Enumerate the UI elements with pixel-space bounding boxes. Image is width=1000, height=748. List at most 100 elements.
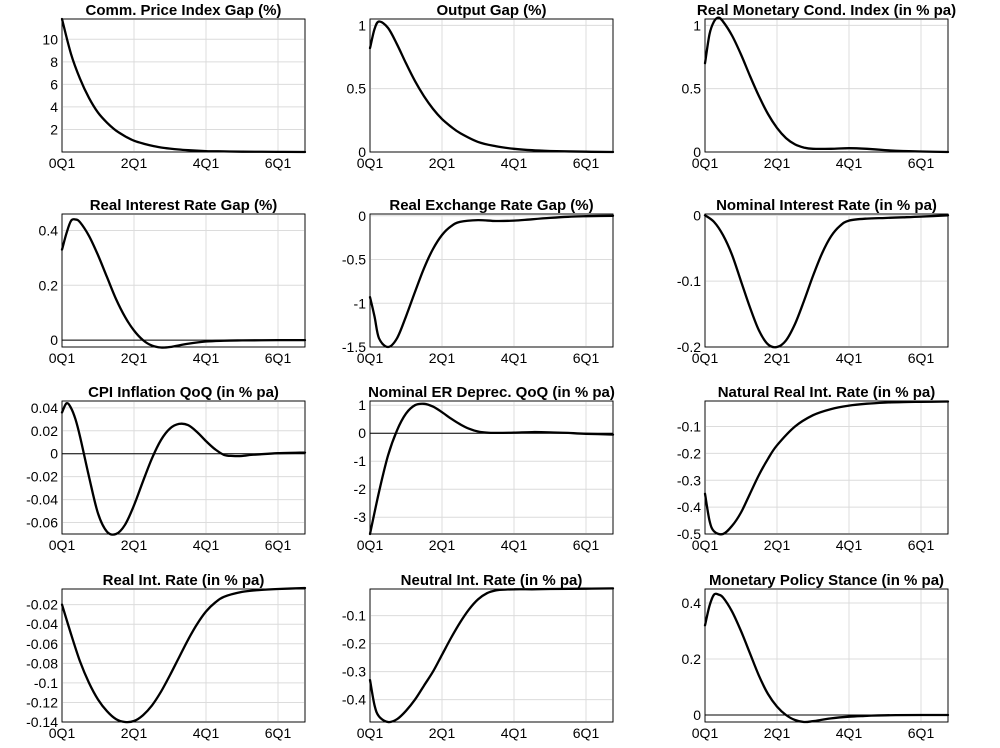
x-tick-label: 6Q1 xyxy=(265,155,292,171)
x-tick-label: 2Q1 xyxy=(121,725,148,741)
y-tick-label: 0.4 xyxy=(39,222,59,238)
y-tick-label: -0.4 xyxy=(342,692,366,708)
x-tick-label: 4Q1 xyxy=(501,155,528,171)
x-tick-label: 6Q1 xyxy=(265,725,292,741)
chart-panel: 0Q1 2Q1 4Q1 6Q1 -0.06 -0.04 -0.02 0 0.02 0.04 CPI … xyxy=(26,384,307,553)
y-tick-label: -0.12 xyxy=(26,694,58,710)
plot-frame xyxy=(369,213,614,348)
x-tick-label: 4Q1 xyxy=(193,155,220,171)
plot-area xyxy=(704,18,949,153)
series-line xyxy=(368,402,615,536)
plot-area xyxy=(369,213,614,348)
series-line xyxy=(60,402,307,536)
y-tick-label: 0 xyxy=(693,707,701,723)
y-tick-label: 6 xyxy=(50,76,58,92)
panel-title: Nominal Interest Rate (in % pa) xyxy=(716,197,937,214)
x-tick-label: 2Q1 xyxy=(764,537,791,553)
x-tick-label: 0Q1 xyxy=(357,537,384,553)
chart-panel: 0Q1 2Q1 4Q1 6Q1 -0.4 -0.3 -0.2 -0.1 Neutral Int.… xyxy=(342,572,615,741)
y-tick-label: 0.5 xyxy=(347,81,367,97)
y-tick-label: 0 xyxy=(50,446,58,462)
series-line xyxy=(368,587,615,724)
plot-area xyxy=(704,400,949,535)
x-tick-label: 6Q1 xyxy=(573,725,600,741)
panel-title: Natural Real Int. Rate (in % pa) xyxy=(718,384,936,401)
x-tick-label: 0Q1 xyxy=(357,350,384,366)
y-tick-label: -0.3 xyxy=(677,472,701,488)
x-tick-label: 6Q1 xyxy=(908,155,935,171)
y-tick-label: -0.1 xyxy=(677,273,701,289)
plot-frame xyxy=(704,213,949,348)
series-line xyxy=(60,17,307,154)
y-tick-label: 1 xyxy=(358,397,366,413)
series-line xyxy=(703,592,950,724)
panel-title: Neutral Int. Rate (in % pa) xyxy=(401,572,583,589)
x-tick-label: 4Q1 xyxy=(501,350,528,366)
y-tick-label: 0.04 xyxy=(31,400,58,416)
plot-frame xyxy=(61,213,306,348)
x-tick-label: 2Q1 xyxy=(429,725,456,741)
y-tick-label: -0.1 xyxy=(677,419,701,435)
x-tick-label: 6Q1 xyxy=(908,537,935,553)
x-tick-label: 2Q1 xyxy=(429,350,456,366)
chart-panel: 0Q1 2Q1 4Q1 6Q1 2 4 6 8 10 Comm. Price Index Gap … xyxy=(42,2,307,171)
chart-panel: 0Q1 2Q1 4Q1 6Q1 -0.2 -0.1 0 Nominal Interest Ra… xyxy=(677,197,950,366)
x-tick-label: 4Q1 xyxy=(836,350,863,366)
x-tick-label: 6Q1 xyxy=(265,350,292,366)
x-tick-label: 6Q1 xyxy=(265,537,292,553)
y-tick-label: -0.06 xyxy=(26,636,58,652)
x-tick-label: 4Q1 xyxy=(501,725,528,741)
panel-title: Monetary Policy Stance (in % pa) xyxy=(709,572,944,589)
chart-panel: 0Q1 2Q1 4Q1 6Q1 -0.14 -0.12 -0.1 -0.08 -0.06 -0.0… xyxy=(26,572,307,741)
y-tick-label: -1 xyxy=(354,295,367,311)
chart-panel: 0Q1 2Q1 4Q1 6Q1 0 0.2 0.4 Monetary Policy Stanc… xyxy=(682,572,950,741)
panel-title: Real Exchange Rate Gap (%) xyxy=(389,197,593,214)
chart-panel: 0Q1 2Q1 4Q1 6Q1 0 0.2 0.4 Real Interest Rate Ga… xyxy=(39,197,307,366)
x-tick-label: 4Q1 xyxy=(193,537,220,553)
x-tick-label: 4Q1 xyxy=(501,537,528,553)
panel-title: Comm. Price Index Gap (%) xyxy=(86,2,282,19)
y-tick-label: 0 xyxy=(693,207,701,223)
y-tick-label: -0.02 xyxy=(26,597,58,613)
x-tick-label: 2Q1 xyxy=(764,155,791,171)
y-tick-label: 0.4 xyxy=(682,595,702,611)
y-tick-label: 0 xyxy=(50,332,58,348)
panel-title: Real Interest Rate Gap (%) xyxy=(90,197,278,214)
y-tick-label: -0.1 xyxy=(342,608,366,624)
plot-frame xyxy=(61,400,306,535)
x-tick-label: 0Q1 xyxy=(357,725,384,741)
x-tick-label: 0Q1 xyxy=(357,155,384,171)
y-tick-label: -0.06 xyxy=(26,515,58,531)
series-line xyxy=(368,20,615,154)
y-tick-label: -0.08 xyxy=(26,655,58,671)
x-tick-label: 4Q1 xyxy=(836,725,863,741)
x-tick-label: 0Q1 xyxy=(692,537,719,553)
y-tick-label: -0.5 xyxy=(677,526,701,542)
x-tick-label: 2Q1 xyxy=(764,725,791,741)
x-tick-label: 0Q1 xyxy=(49,155,76,171)
y-tick-label: 1 xyxy=(358,17,366,33)
x-tick-label: 6Q1 xyxy=(908,725,935,741)
x-tick-label: 4Q1 xyxy=(193,725,220,741)
plot-area xyxy=(704,588,949,723)
plot-area xyxy=(61,213,306,348)
y-tick-label: -0.5 xyxy=(342,252,366,268)
x-tick-label: 4Q1 xyxy=(193,350,220,366)
x-tick-label: 6Q1 xyxy=(908,350,935,366)
y-tick-label: 10 xyxy=(42,31,58,47)
panel-title: Real Monetary Cond. Index (in % pa) xyxy=(697,2,956,19)
y-tick-label: 1 xyxy=(693,17,701,33)
x-tick-label: 6Q1 xyxy=(573,537,600,553)
x-tick-label: 2Q1 xyxy=(764,350,791,366)
y-tick-label: -0.2 xyxy=(677,339,701,355)
x-tick-label: 2Q1 xyxy=(429,155,456,171)
x-tick-label: 4Q1 xyxy=(836,537,863,553)
panel-title: Nominal ER Deprec. QoQ (in % pa) xyxy=(368,384,615,401)
y-tick-label: -0.14 xyxy=(26,714,58,730)
series-line xyxy=(703,400,950,536)
x-tick-label: 2Q1 xyxy=(121,155,148,171)
plot-frame xyxy=(369,400,614,535)
